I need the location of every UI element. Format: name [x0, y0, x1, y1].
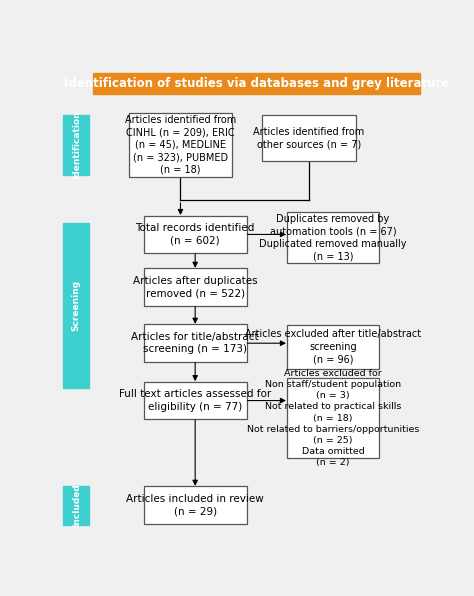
Text: Articles for title/abstract
screening (n = 173): Articles for title/abstract screening (n…: [131, 332, 259, 355]
FancyBboxPatch shape: [129, 113, 232, 177]
Text: Duplicates removed by
automation tools (n = 67)
Duplicated removed manually
(n =: Duplicates removed by automation tools (…: [259, 214, 407, 261]
Text: Articles identified from
CINHL (n = 209), ERIC
(n = 45), MEDLINE
(n = 323), PUBM: Articles identified from CINHL (n = 209)…: [125, 115, 236, 175]
FancyBboxPatch shape: [144, 268, 246, 306]
Text: Screening: Screening: [72, 280, 81, 331]
Text: Articles excluded after title/abstract
screening
(n = 96): Articles excluded after title/abstract s…: [245, 330, 421, 364]
Text: Total records identified
(n = 602): Total records identified (n = 602): [136, 224, 255, 246]
FancyBboxPatch shape: [262, 115, 356, 161]
FancyBboxPatch shape: [63, 223, 90, 388]
Text: Full text articles assessed for
eligibility (n = 77): Full text articles assessed for eligibil…: [119, 389, 271, 412]
FancyBboxPatch shape: [144, 216, 246, 253]
Text: Identification of studies via databases and grey literature: Identification of studies via databases …: [64, 77, 449, 90]
FancyBboxPatch shape: [287, 325, 379, 369]
FancyBboxPatch shape: [287, 212, 379, 263]
FancyBboxPatch shape: [144, 324, 246, 362]
FancyBboxPatch shape: [144, 486, 246, 524]
Text: Articles included in review
(n = 29): Articles included in review (n = 29): [126, 494, 264, 516]
Text: Articles excluded for
Non staff/student population
(n = 3)
Not related to practi: Articles excluded for Non staff/student …: [247, 369, 419, 467]
FancyBboxPatch shape: [63, 486, 90, 524]
Text: Included: Included: [72, 483, 81, 527]
FancyBboxPatch shape: [144, 382, 246, 420]
FancyBboxPatch shape: [287, 378, 379, 458]
FancyBboxPatch shape: [93, 73, 420, 94]
Text: Articles identified from
other sources (n = 7): Articles identified from other sources (…: [254, 127, 365, 149]
Text: Articles after duplicates
removed (n = 522): Articles after duplicates removed (n = 5…: [133, 276, 257, 299]
Text: Identification: Identification: [72, 111, 81, 179]
FancyBboxPatch shape: [63, 115, 90, 175]
